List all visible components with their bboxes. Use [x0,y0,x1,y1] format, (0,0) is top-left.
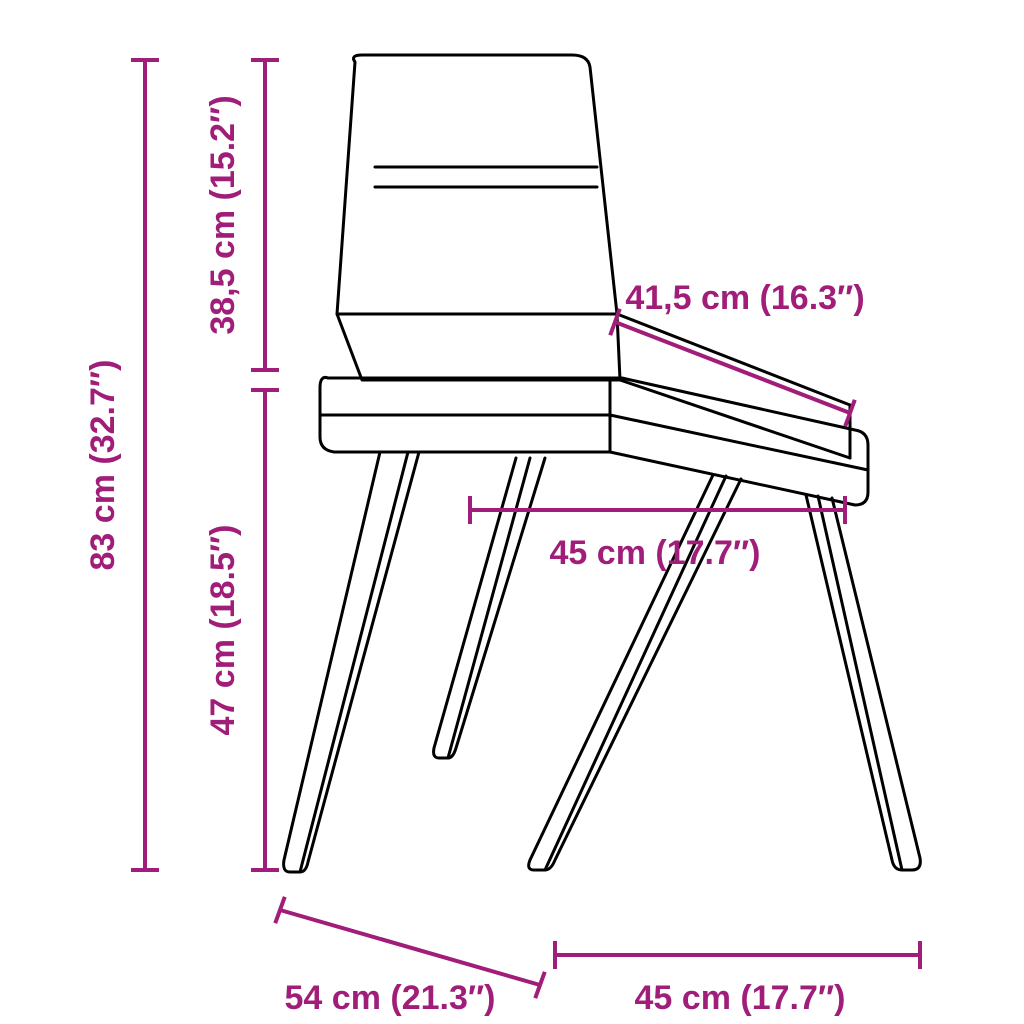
dim-label-seat_width: 45 cm (17.7″) [550,534,761,572]
dim-label-seat_depth: 41,5 cm (16.3″) [625,279,864,317]
dim-label-bottom_depth: 54 cm (21.3″) [285,979,496,1017]
chair-outline [284,55,921,872]
dim-back_height: 38,5 cm (15.2″) [204,60,279,370]
dim-label-total_height: 83 cm (32.7″) [84,360,122,571]
dimension-lines: 83 cm (32.7″) 38,5 cm (15.2″) 47 cm (18.5″… [84,60,920,1017]
dim-total_height: 83 cm (32.7″) [84,60,159,870]
dim-label-back_height: 38,5 cm (15.2″) [204,95,242,334]
dim-seat_height: 47 cm (18.5″) [204,390,279,870]
dim-label-bottom_width: 45 cm (17.7″) [635,979,846,1017]
dimension-diagram: 83 cm (32.7″) 38,5 cm (15.2″) 47 cm (18.5″… [0,0,1024,1024]
dim-label-seat_height: 47 cm (18.5″) [204,525,242,736]
dim-bottom_width: 45 cm (17.7″) [555,941,920,1017]
dim-bottom_depth: 54 cm (21.3″) [275,897,545,1017]
dim-seat_width: 45 cm (17.7″) [470,496,845,572]
